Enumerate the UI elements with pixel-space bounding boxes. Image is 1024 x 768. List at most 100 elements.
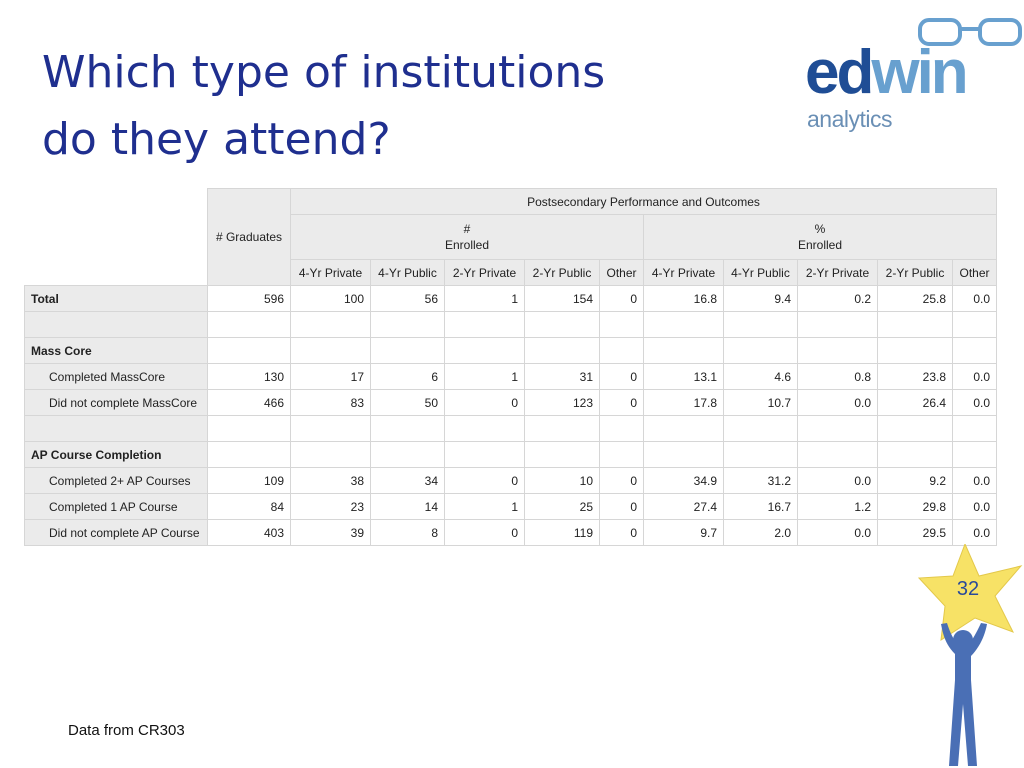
row-label: Completed 1 AP Course bbox=[24, 493, 208, 520]
table-cell: 119 bbox=[524, 519, 600, 546]
table-cell: 0.0 bbox=[952, 467, 997, 494]
table-corner bbox=[24, 188, 208, 286]
table-cell: 1.2 bbox=[797, 493, 878, 520]
table-cell bbox=[723, 311, 798, 338]
table-cell: 0.0 bbox=[952, 389, 997, 416]
table-cell: 6 bbox=[370, 363, 445, 390]
table-cell: 83 bbox=[290, 389, 371, 416]
table-cell bbox=[643, 441, 724, 468]
column-header: 4-Yr Public bbox=[723, 259, 798, 286]
table-cell: 0.0 bbox=[952, 519, 997, 546]
row-label: Did not complete MassCore bbox=[24, 389, 208, 416]
table-cell: 1 bbox=[444, 493, 525, 520]
table-spacer-row bbox=[24, 415, 997, 442]
slide-title-line-1: Which type of institutions bbox=[42, 47, 606, 98]
table-cell: 1 bbox=[444, 363, 525, 390]
table-cell: 39 bbox=[290, 519, 371, 546]
table-cell: 154 bbox=[524, 285, 600, 312]
table-cell: 16.8 bbox=[643, 285, 724, 312]
table-cell: 17 bbox=[290, 363, 371, 390]
table-cell: 596 bbox=[207, 285, 291, 312]
table-cell: 466 bbox=[207, 389, 291, 416]
table-cell: 31 bbox=[524, 363, 600, 390]
table-cell: 130 bbox=[207, 363, 291, 390]
table-cell bbox=[952, 311, 997, 338]
table-cell bbox=[643, 337, 724, 364]
table-cell bbox=[599, 311, 644, 338]
table-row: Completed MassCore 130 17 6 1 31 0 13.1 4.6 0.8 23… bbox=[24, 363, 997, 390]
header-count-symbol: # bbox=[463, 222, 471, 236]
header-pct-label: Enrolled bbox=[797, 238, 843, 252]
table-cell bbox=[444, 337, 525, 364]
table-cell: 0.0 bbox=[952, 363, 997, 390]
table-cell bbox=[797, 311, 878, 338]
table-cell: 0.0 bbox=[797, 389, 878, 416]
table-cell: 0.0 bbox=[952, 493, 997, 520]
table-cell bbox=[599, 337, 644, 364]
table-cell bbox=[290, 337, 371, 364]
glasses-icon bbox=[918, 18, 1022, 46]
column-header: 2-Yr Private bbox=[797, 259, 878, 286]
table-cell: 25 bbox=[524, 493, 600, 520]
table-cell: 13.1 bbox=[643, 363, 724, 390]
logo-word-ed: ed bbox=[805, 38, 874, 107]
table-cell: 84 bbox=[207, 493, 291, 520]
table-cell: 29.8 bbox=[877, 493, 953, 520]
table-cell bbox=[524, 337, 600, 364]
table-cell bbox=[444, 415, 525, 442]
header-count-label: Enrolled bbox=[444, 238, 490, 252]
table-cell bbox=[207, 415, 291, 442]
table-group-row: Mass Core bbox=[24, 337, 997, 364]
table-cell bbox=[643, 415, 724, 442]
table-cell: 31.2 bbox=[723, 467, 798, 494]
table-cell: 16.7 bbox=[723, 493, 798, 520]
table-row: Completed 1 AP Course 84 23 14 1 25 0 27.4 16.7 1… bbox=[24, 493, 997, 520]
row-label: Completed MassCore bbox=[24, 363, 208, 390]
row-label: Completed 2+ AP Courses bbox=[24, 467, 208, 494]
header-pct-enrolled: % Enrolled bbox=[643, 214, 997, 260]
table-cell bbox=[524, 311, 600, 338]
column-header: Other bbox=[952, 259, 997, 286]
table-cell: 0 bbox=[599, 467, 644, 494]
edwin-analytics-logo: edwin analytics bbox=[805, 14, 1024, 134]
logo-wordmark: edwin bbox=[805, 42, 969, 104]
logo-subtitle: analytics bbox=[807, 106, 892, 132]
table-cell: 34.9 bbox=[643, 467, 724, 494]
table-cell: 100 bbox=[290, 285, 371, 312]
table-cell: 0.2 bbox=[797, 285, 878, 312]
header-count-enrolled: # Enrolled bbox=[290, 214, 644, 260]
table-cell bbox=[797, 337, 878, 364]
table-cell: 2.0 bbox=[723, 519, 798, 546]
table-cell bbox=[207, 311, 291, 338]
column-header: 4-Yr Public bbox=[370, 259, 445, 286]
table-cell bbox=[290, 441, 371, 468]
table-cell: 123 bbox=[524, 389, 600, 416]
table-spacer-row bbox=[24, 311, 997, 338]
table-cell bbox=[877, 337, 953, 364]
table-cell: 0 bbox=[599, 389, 644, 416]
table-row: Did not complete AP Course 403 39 8 0 119 0 9.7… bbox=[24, 519, 997, 546]
row-label bbox=[24, 311, 208, 338]
table-cell: 9.4 bbox=[723, 285, 798, 312]
table-cell: 0.8 bbox=[797, 363, 878, 390]
table-row: Completed 2+ AP Courses 109 38 34 0 10 0 34.9 31… bbox=[24, 467, 997, 494]
table-cell bbox=[723, 415, 798, 442]
table-cell: 403 bbox=[207, 519, 291, 546]
table-cell: 0 bbox=[599, 285, 644, 312]
table-cell: 38 bbox=[290, 467, 371, 494]
table-group-row: Total 596 100 56 1 154 0 16.8 9.4 0.2 25.8 0.0 bbox=[24, 285, 997, 312]
table-cell: 0 bbox=[444, 389, 525, 416]
table-cell: 26.4 bbox=[877, 389, 953, 416]
table-cell bbox=[952, 441, 997, 468]
table-cell: 109 bbox=[207, 467, 291, 494]
slide-title-line-2: do they attend? bbox=[42, 113, 391, 165]
footnote: Data from CR303 bbox=[68, 722, 185, 739]
table-cell: 0 bbox=[599, 363, 644, 390]
column-header: 2-Yr Public bbox=[877, 259, 953, 286]
logo-word-win: win bbox=[871, 38, 968, 107]
table-cell bbox=[370, 415, 445, 442]
table-cell: 0 bbox=[444, 467, 525, 494]
table-cell bbox=[524, 441, 600, 468]
table-cell: 0.0 bbox=[952, 285, 997, 312]
star-person-icon bbox=[917, 544, 1023, 766]
